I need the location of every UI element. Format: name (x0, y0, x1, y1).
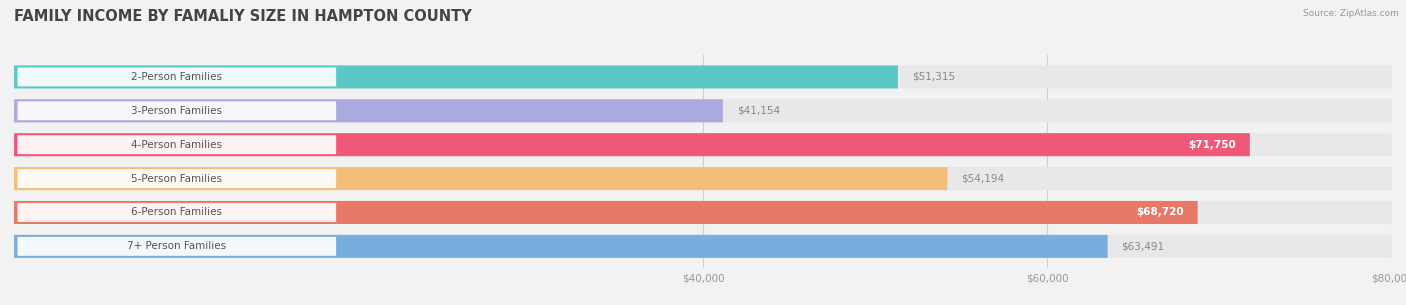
Text: 4-Person Families: 4-Person Families (131, 140, 222, 150)
FancyBboxPatch shape (14, 167, 948, 190)
FancyBboxPatch shape (17, 203, 336, 222)
FancyBboxPatch shape (17, 135, 336, 154)
Text: Source: ZipAtlas.com: Source: ZipAtlas.com (1303, 9, 1399, 18)
FancyBboxPatch shape (14, 133, 1250, 156)
FancyBboxPatch shape (17, 169, 336, 188)
Text: $68,720: $68,720 (1136, 207, 1184, 217)
FancyBboxPatch shape (14, 235, 1108, 258)
Text: FAMILY INCOME BY FAMALIY SIZE IN HAMPTON COUNTY: FAMILY INCOME BY FAMALIY SIZE IN HAMPTON… (14, 9, 472, 24)
FancyBboxPatch shape (14, 133, 1392, 156)
Text: 7+ Person Families: 7+ Person Families (128, 241, 226, 251)
FancyBboxPatch shape (14, 65, 898, 88)
FancyBboxPatch shape (14, 201, 1392, 224)
Text: 6-Person Families: 6-Person Families (131, 207, 222, 217)
FancyBboxPatch shape (14, 99, 723, 122)
Text: $54,194: $54,194 (962, 174, 1004, 184)
FancyBboxPatch shape (17, 101, 336, 120)
FancyBboxPatch shape (14, 99, 1392, 122)
Text: $71,750: $71,750 (1188, 140, 1236, 150)
FancyBboxPatch shape (17, 237, 336, 256)
Text: 5-Person Families: 5-Person Families (131, 174, 222, 184)
Text: 3-Person Families: 3-Person Families (131, 106, 222, 116)
FancyBboxPatch shape (17, 67, 336, 86)
FancyBboxPatch shape (14, 201, 1198, 224)
Text: $63,491: $63,491 (1122, 241, 1164, 251)
Text: 2-Person Families: 2-Person Families (131, 72, 222, 82)
Text: $51,315: $51,315 (911, 72, 955, 82)
FancyBboxPatch shape (14, 65, 1392, 88)
FancyBboxPatch shape (14, 167, 1392, 190)
Text: $41,154: $41,154 (737, 106, 780, 116)
FancyBboxPatch shape (14, 235, 1392, 258)
